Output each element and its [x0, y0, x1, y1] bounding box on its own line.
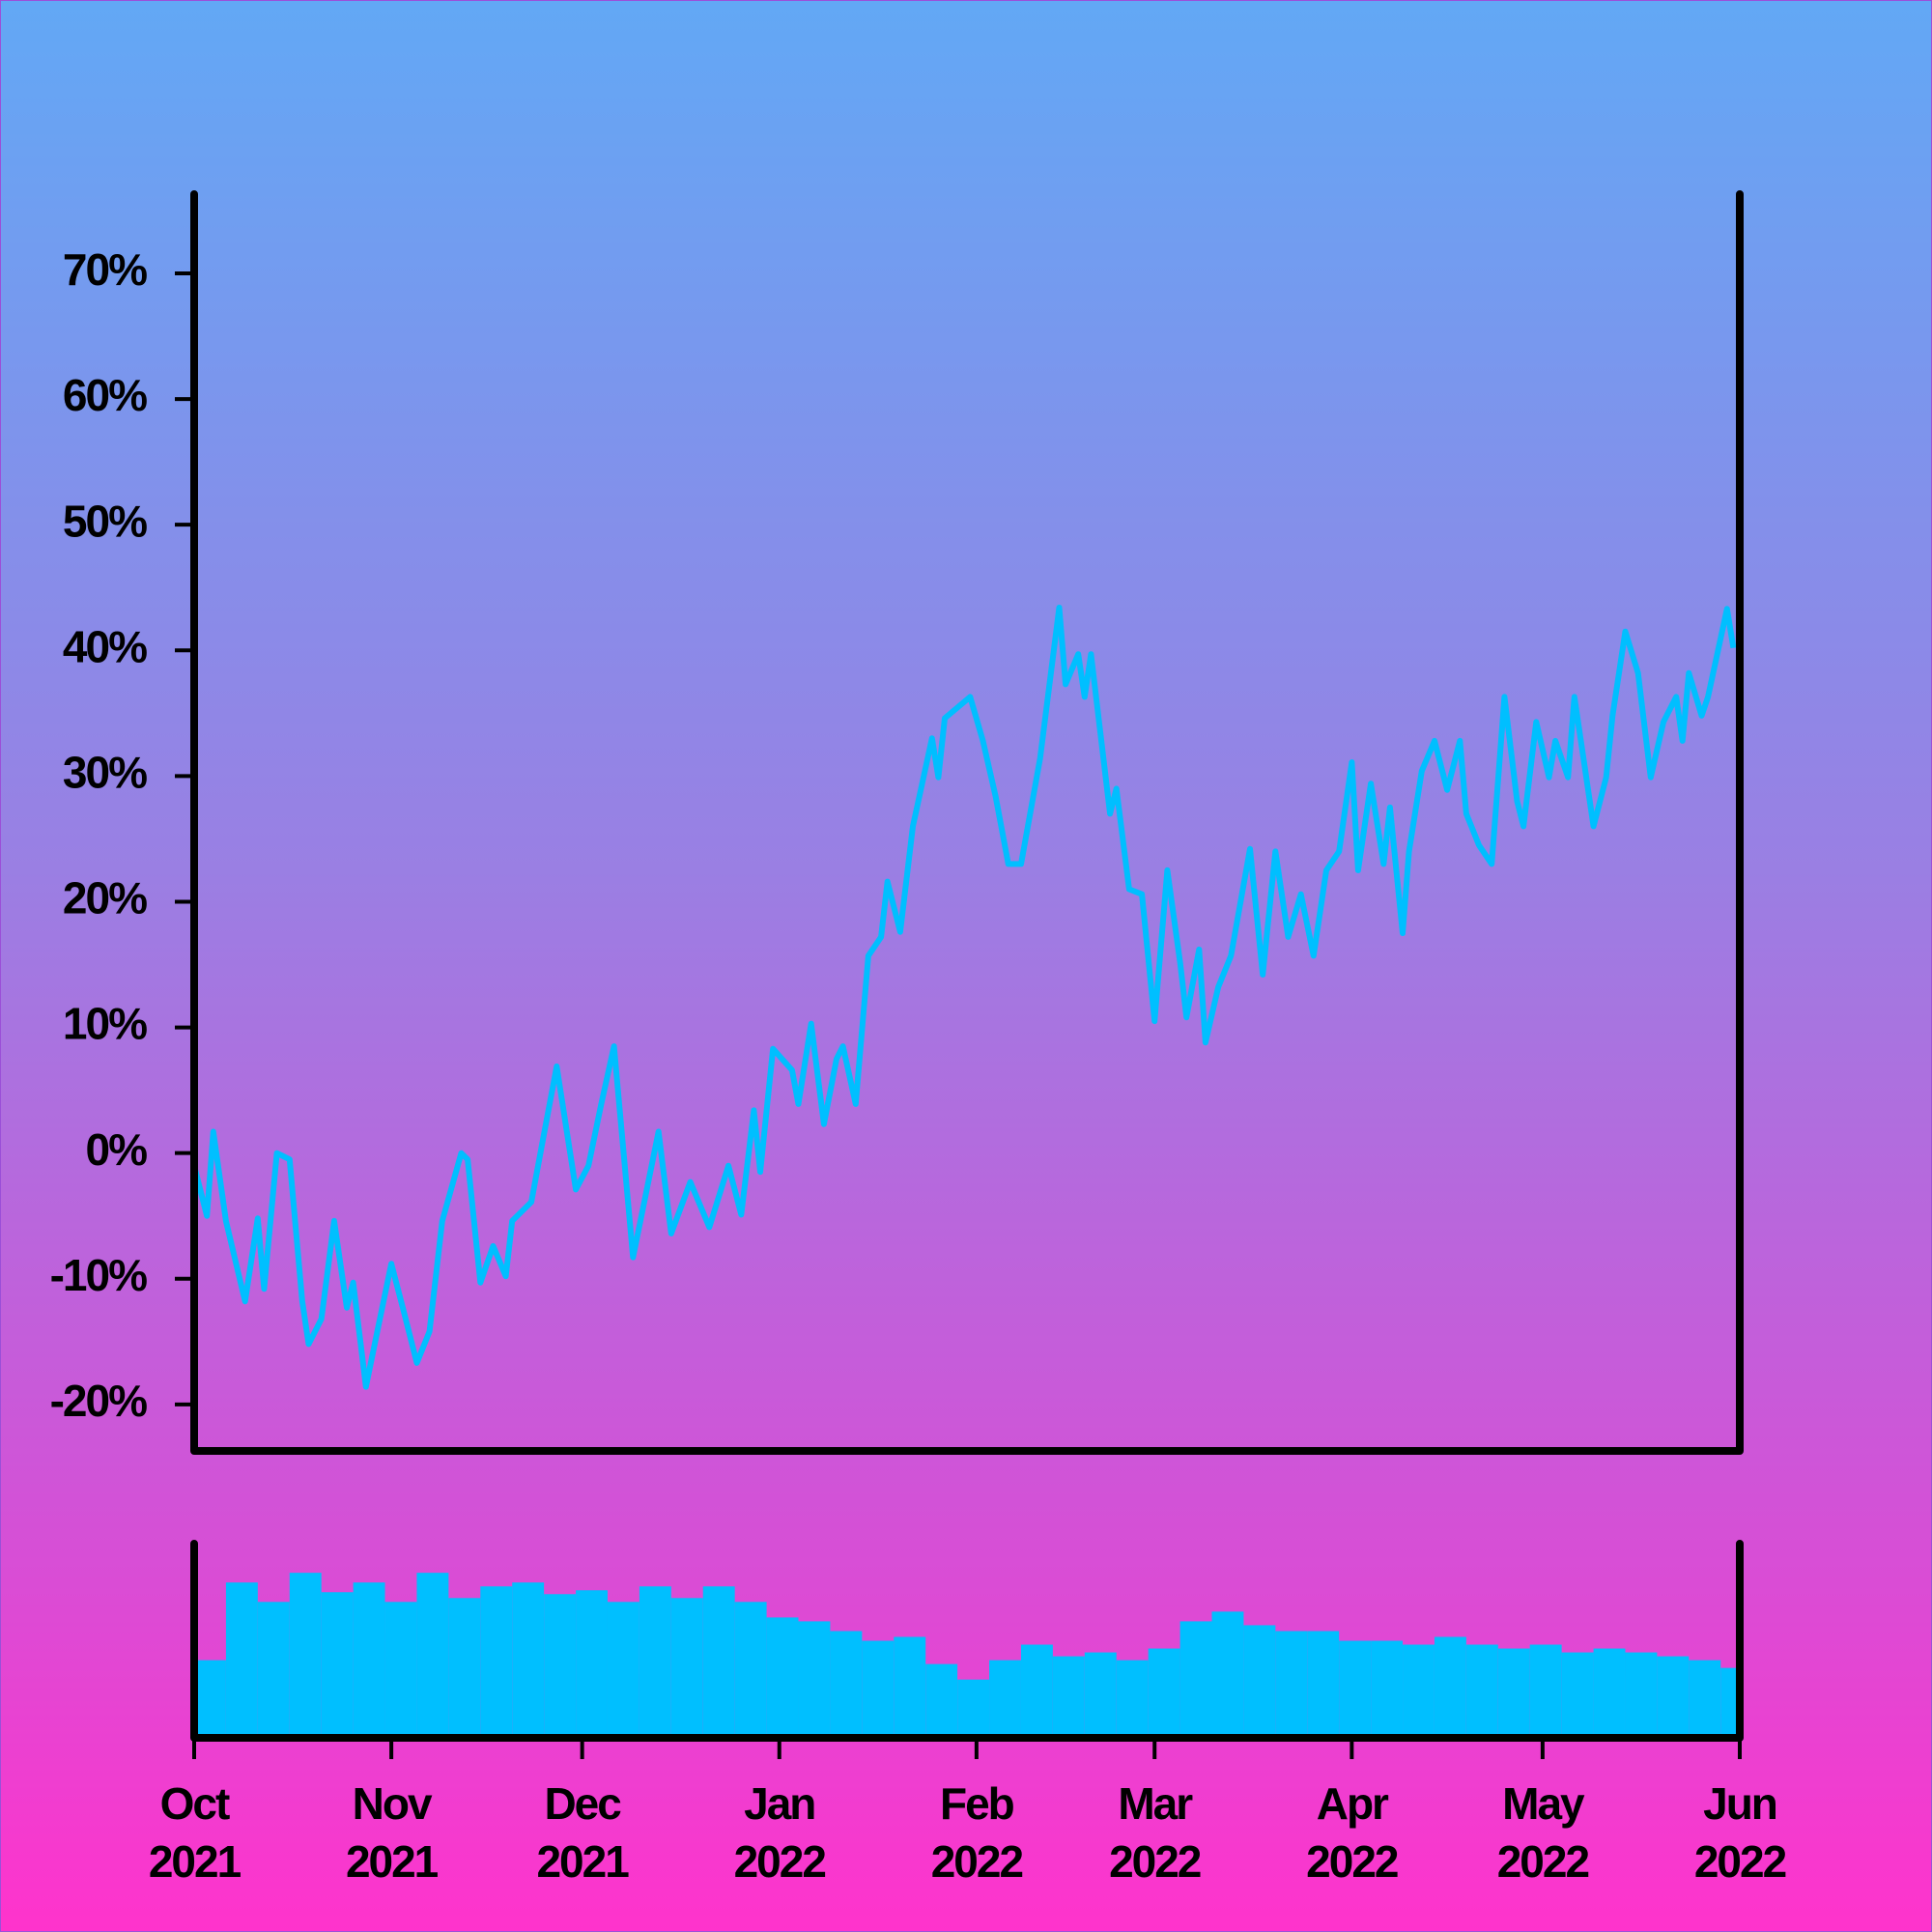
volume-bar — [1689, 1660, 1721, 1738]
volume-bar — [1307, 1631, 1340, 1738]
x-tick-label: Dec 2021 — [536, 1778, 629, 1887]
volume-bar — [1339, 1640, 1372, 1738]
y-tick-label: -20% — [50, 1376, 147, 1426]
volume-bar — [894, 1636, 926, 1738]
volume-bar — [1116, 1660, 1149, 1738]
volume-bar — [1720, 1667, 1740, 1738]
volume-bar — [1593, 1648, 1626, 1738]
volume-bar — [1561, 1652, 1594, 1738]
volume-bar — [1275, 1631, 1308, 1738]
volume-bar — [321, 1592, 354, 1738]
y-tick-label: 40% — [63, 621, 147, 671]
volume-bar — [830, 1631, 863, 1738]
x-tick-label: Oct 2021 — [148, 1778, 242, 1887]
y-tick-label: 10% — [63, 999, 147, 1049]
y-tick-label: 0% — [86, 1124, 148, 1175]
volume-bar — [1529, 1644, 1562, 1738]
volume-bar — [989, 1660, 1021, 1738]
y-tick-label: 20% — [63, 873, 147, 923]
volume-bar — [448, 1598, 481, 1738]
volume-bar — [1403, 1644, 1435, 1738]
volume-bar — [1211, 1611, 1244, 1738]
volume-bar — [384, 1602, 417, 1738]
volume-bar — [1497, 1648, 1530, 1738]
volume-bar — [766, 1617, 799, 1738]
volume-bar — [1148, 1648, 1180, 1738]
y-tick-label: 60% — [63, 370, 147, 420]
volume-bar — [1434, 1636, 1466, 1738]
volume-bar — [925, 1663, 958, 1738]
volume-bar — [1625, 1652, 1658, 1738]
x-tick-label: Jun 2022 — [1693, 1778, 1787, 1887]
volume-bar — [862, 1640, 895, 1738]
y-tick-label: 50% — [63, 496, 147, 546]
volume-bar — [1052, 1656, 1085, 1738]
volume-bar — [1020, 1644, 1053, 1738]
y-tick-label: 30% — [63, 748, 147, 798]
volume-bar — [734, 1602, 767, 1738]
volume-bar — [1657, 1656, 1690, 1738]
y-tick-label: 70% — [63, 244, 147, 295]
volume-bar — [257, 1602, 290, 1738]
volume-bar — [670, 1598, 703, 1738]
x-tick-label: May 2022 — [1496, 1778, 1590, 1887]
volume-bar — [512, 1582, 545, 1738]
volume-bar — [639, 1586, 671, 1738]
volume-bar — [544, 1594, 577, 1738]
volume-bar — [353, 1582, 385, 1738]
y-tick-label: -10% — [50, 1250, 147, 1300]
volume-bar — [576, 1590, 608, 1738]
x-tick-label: Jan 2022 — [733, 1778, 827, 1887]
volume-bar — [1243, 1625, 1276, 1738]
volume-bar — [416, 1573, 449, 1738]
volume-bar — [289, 1573, 322, 1738]
price-line — [191, 605, 1737, 1390]
volume-bar — [798, 1621, 831, 1738]
x-tick-label: Apr 2022 — [1306, 1778, 1399, 1887]
axis-frame — [190, 190, 1744, 1455]
volume-bar — [1371, 1640, 1404, 1738]
x-tick-label: Feb 2022 — [930, 1778, 1024, 1887]
volume-bar — [225, 1582, 258, 1738]
volume-bar — [194, 1660, 226, 1738]
volume-bar — [957, 1679, 990, 1738]
volume-bar — [607, 1602, 639, 1738]
x-tick-label: Nov 2021 — [345, 1778, 439, 1887]
volume-bar — [1465, 1644, 1498, 1738]
x-tick-label: Mar 2022 — [1109, 1778, 1202, 1887]
volume-bar — [702, 1586, 735, 1738]
volume-bar — [480, 1586, 513, 1738]
volume-bar — [1084, 1652, 1117, 1738]
axis-frame — [190, 1540, 1744, 1742]
volume-bar — [1179, 1621, 1212, 1738]
